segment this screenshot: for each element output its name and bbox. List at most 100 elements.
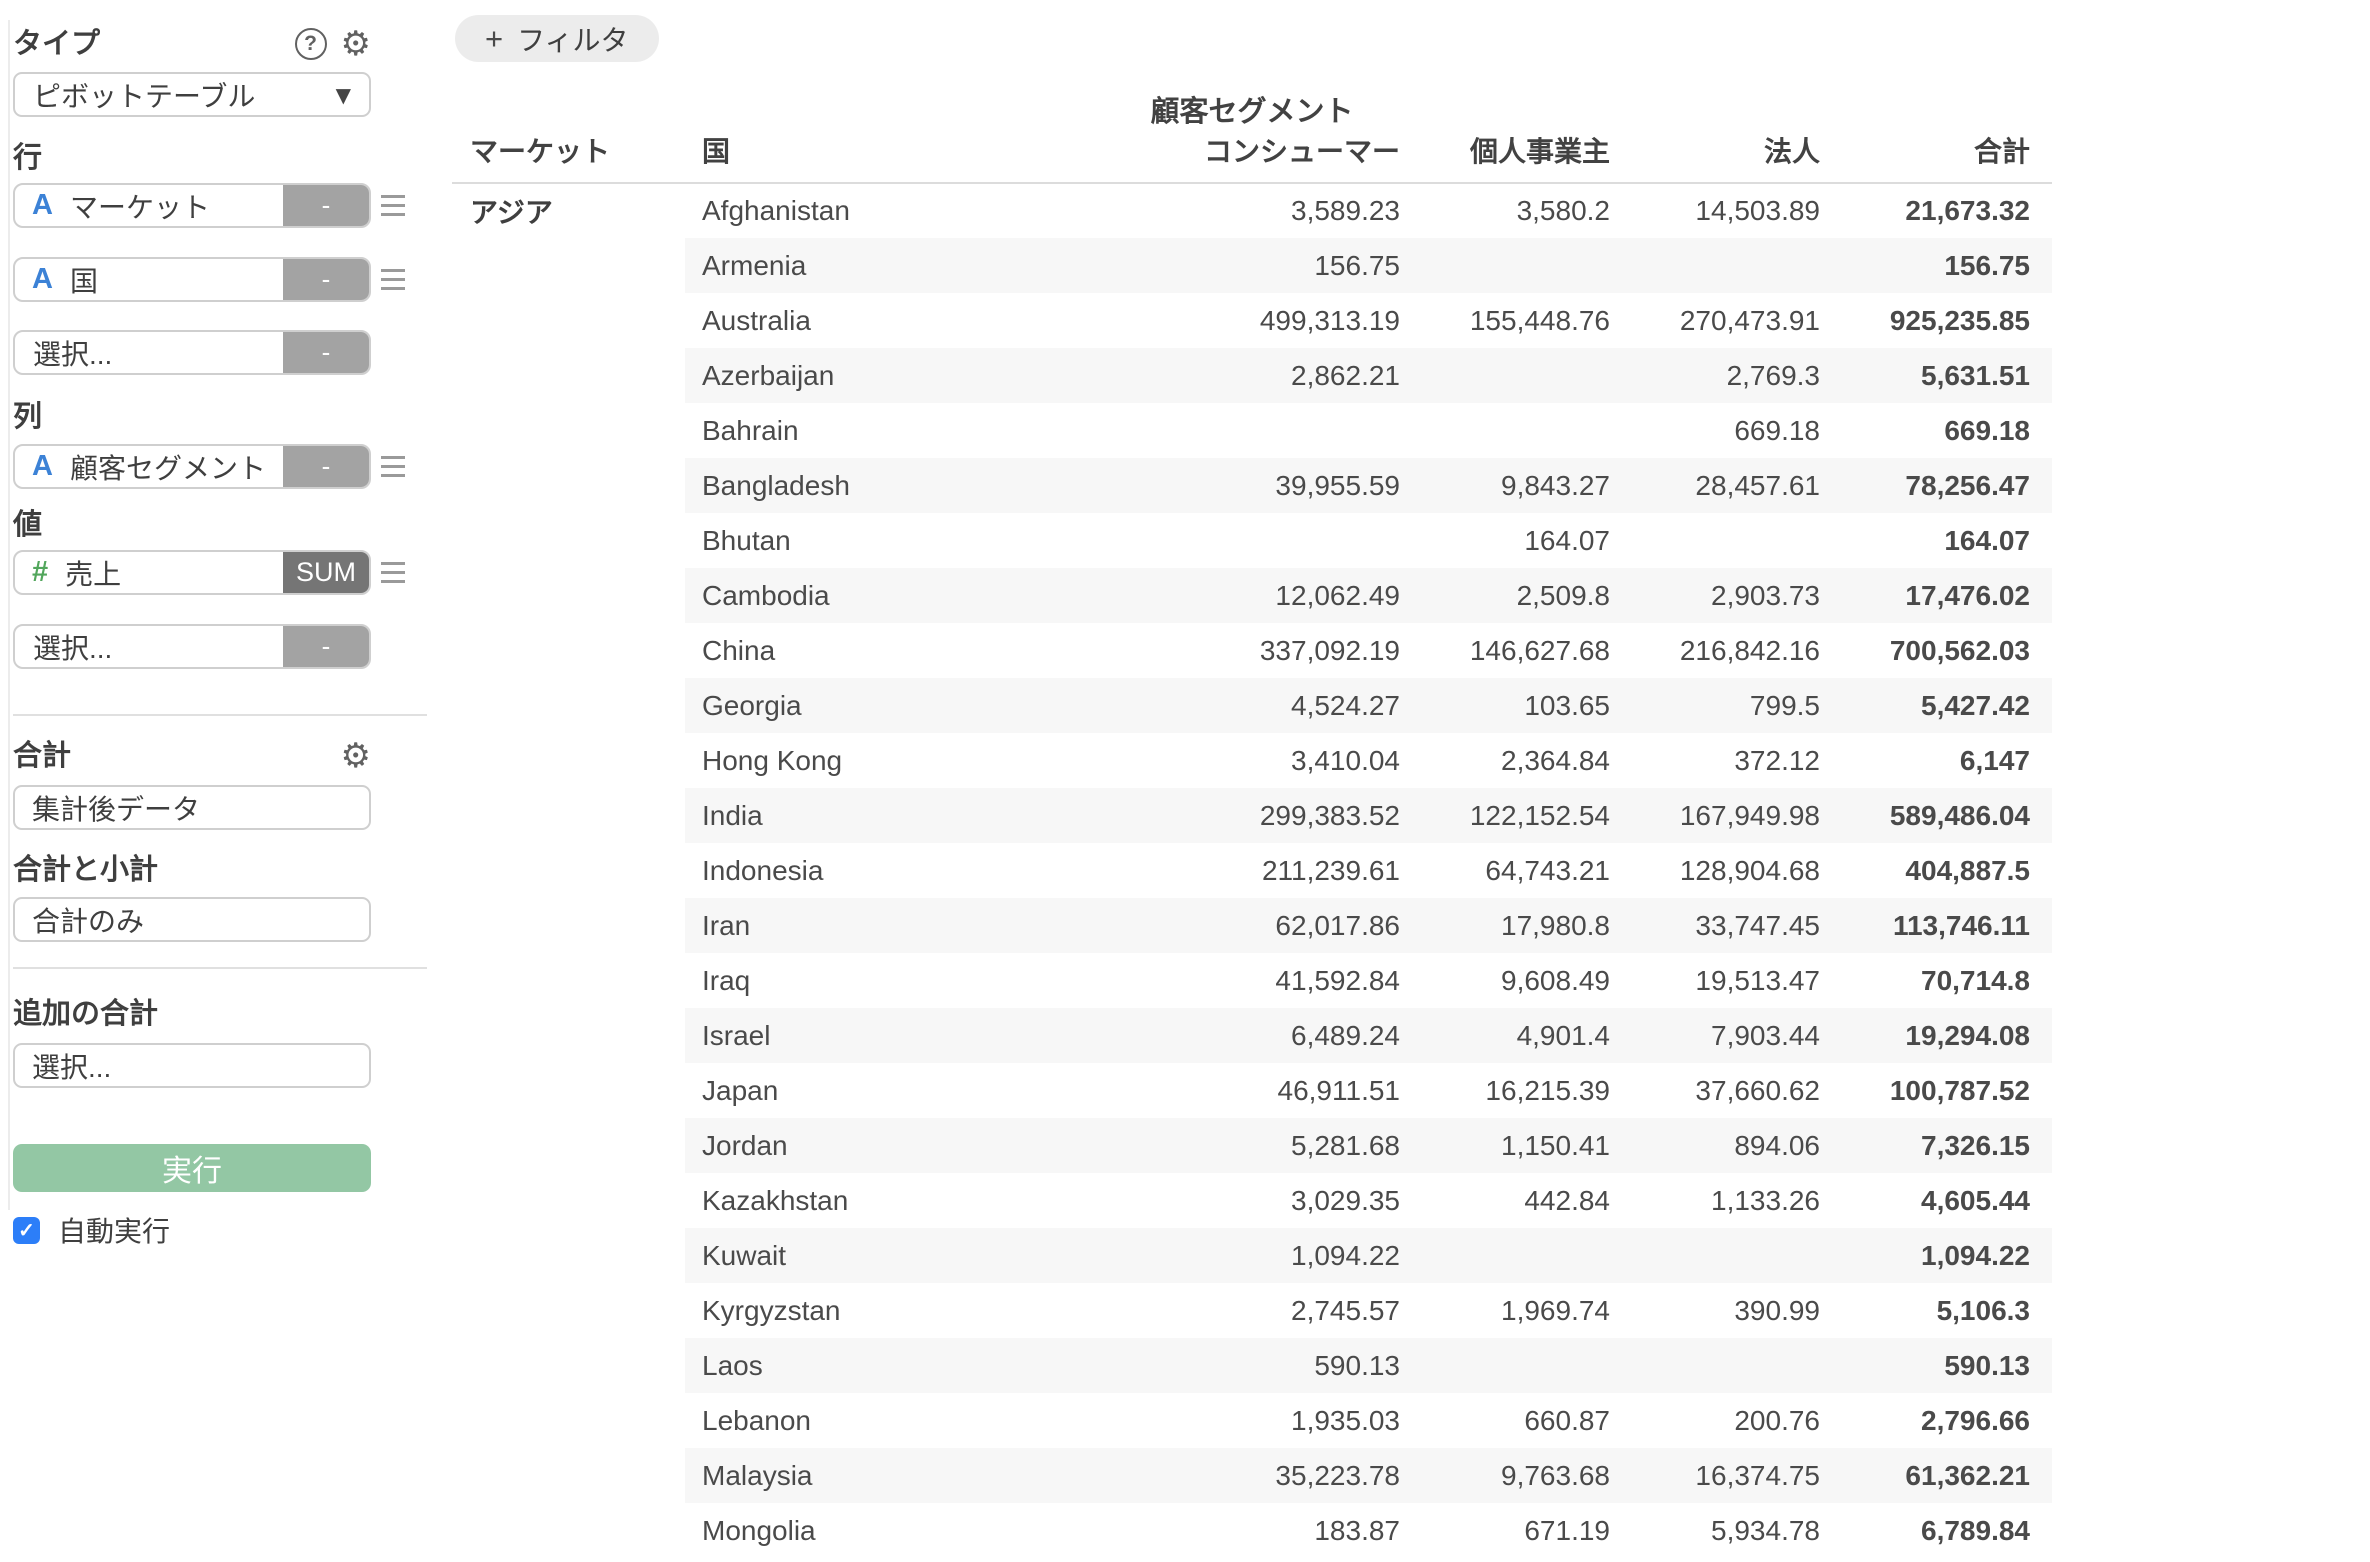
table-row: Georgia 4,524.27 103.65 799.5 5,427.42 [452,678,2052,733]
sole-proprietor-value-cell: 9,763.68 [1400,1448,1610,1503]
market-cell [452,238,685,293]
market-cell [452,1503,685,1558]
column-field-segment-action-button[interactable]: - [283,446,369,487]
country-cell: Hong Kong [702,744,843,776]
table-row: Mongolia 183.87 671.19 5,934.78 6,789.84 [452,1503,2052,1558]
text-field-icon: A [32,263,53,295]
country-cell: Israel [685,1008,1000,1063]
total-value-cell: 156.75 [1820,238,2052,293]
header-market: マーケット [452,128,685,184]
totals-mode-select[interactable]: 集計後データ [13,785,371,830]
corporate-value-cell: 28,457.61 [1610,458,1820,513]
country-cell: Jordan [685,1118,1000,1173]
consumer-value-cell [1000,513,1400,568]
corporate-value-cell: 37,660.62 [1695,1074,1820,1106]
corporate-value-cell: 200.76 [1734,1404,1820,1436]
table-row: Kazakhstan 3,029.35 442.84 1,133.26 4,605.44 [452,1173,2052,1228]
row-field-select-placeholder: 選択... [33,338,113,370]
value-field-select-action-button[interactable]: - [283,626,369,667]
gear-icon[interactable]: ⚙ [340,24,371,64]
market-cell [452,1283,685,1338]
auto-run-label: 自動実行 [58,1216,171,1247]
total-value-cell: 700,562.03 [1889,634,2030,666]
value-field-sales[interactable]: # 売上 SUM [13,550,371,595]
table-row: Azerbaijan 2,862.21 2,769.3 5,631.51 [452,348,2052,403]
table-row: Israel 6,489.24 4,901.4 7,903.44 19,294.08 [452,1008,2052,1063]
table-row: India 299,383.52 122,152.54 167,949.98 589,4… [452,788,2052,843]
country-cell: Japan [702,1074,779,1106]
table-row: Malaysia 35,223.78 9,763.68 16,374.75 61,362… [452,1448,2052,1503]
market-cell [452,458,685,513]
drag-handle-icon[interactable] [381,562,405,583]
subtotals-section-label: 合計と小計 [13,854,159,886]
market-cell [452,403,685,458]
row-field-select[interactable]: 選択... - [13,330,371,375]
market-cell [452,1393,685,1448]
row-field-select-action-button[interactable]: - [283,332,369,373]
consumer-value-cell: 46,911.51 [1277,1074,1401,1106]
country-cell: Georgia [685,678,1000,733]
totals-mode-value: 集計後データ [32,793,201,825]
auto-run-checkbox[interactable]: ✓ [13,1216,40,1244]
run-button[interactable]: 実行 [13,1144,371,1192]
corporate-value-cell: 799.5 [1610,678,1820,733]
row-field-country[interactable]: A 国 - [13,257,371,302]
table-row: Armenia 156.75 156.75 [452,238,2052,293]
section-divider [13,714,427,716]
total-value-cell: 17,476.02 [1820,568,2052,623]
consumer-value-cell: 211,239.61 [1261,854,1400,886]
subtotals-mode-value: 合計のみ [32,905,145,937]
value-field-select-placeholder: 選択... [33,632,113,664]
sole-proprietor-value-cell: 122,152.54 [1400,788,1610,843]
market-cell [452,1063,685,1118]
chart-type-dropdown[interactable]: ピボットテーブル ▼ [13,72,371,117]
type-section-label: タイプ [13,28,101,60]
value-field-sales-label: 売上 [65,558,122,590]
row-field-country-action-button[interactable]: - [283,259,369,300]
country-cell: Mongolia [702,1514,816,1546]
sole-proprietor-value-cell [1400,238,1610,293]
table-row: China 337,092.19 146,627.68 216,842.16 700,5… [452,623,2052,678]
row-field-market[interactable]: A マーケット - [13,183,371,228]
sole-proprietor-value-cell: 1,150.41 [1400,1118,1610,1173]
table-row: Lebanon 1,935.03 660.87 200.76 2,796.66 [452,1393,2052,1448]
total-value-cell: 590.13 [1820,1338,2052,1393]
column-field-segment[interactable]: A 顧客セグメント - [13,444,371,489]
table-row: Australia 499,313.19 155,448.76 270,473.91 9… [452,293,2052,348]
sole-proprietor-value-cell: 103.65 [1400,678,1610,733]
corporate-value-cell: 894.06 [1610,1118,1820,1173]
drag-handle-icon[interactable] [381,269,405,290]
sole-proprietor-value-cell: 17,980.8 [1400,898,1610,953]
sole-proprietor-value-cell [1400,348,1610,403]
consumer-value-cell: 6,489.24 [1000,1008,1400,1063]
table-row: Cambodia 12,062.49 2,509.8 2,903.73 17,476.0… [452,568,2052,623]
sole-proprietor-value-cell [1400,1228,1610,1283]
additional-totals-label: 追加の合計 [13,998,159,1030]
corporate-value-cell: 7,903.44 [1610,1008,1820,1063]
consumer-value-cell: 1,935.03 [1291,1404,1400,1436]
total-value-cell: 100,787.52 [1889,1074,2030,1106]
add-filter-label: フィルタ [517,24,629,56]
country-cell: Kyrgyzstan [702,1294,841,1326]
consumer-value-cell: 590.13 [1000,1338,1400,1393]
value-field-select[interactable]: 選択... - [13,624,371,669]
add-filter-button[interactable]: + フィルタ [455,15,659,62]
totals-gear-icon[interactable]: ⚙ [340,736,371,776]
corporate-value-cell: 669.18 [1734,414,1820,446]
total-value-cell: 78,256.47 [1820,458,2052,513]
sole-proprietor-value-cell: 660.87 [1524,1404,1610,1436]
drag-handle-icon[interactable] [381,195,405,216]
total-value-cell: 669.18 [1944,414,2030,446]
help-icon[interactable]: ? [294,28,327,60]
corporate-value-cell: 19,513.47 [1695,964,1820,996]
drag-handle-icon[interactable] [381,456,405,477]
sole-proprietor-value-cell: 146,627.68 [1469,634,1610,666]
table-row: Hong Kong 3,410.04 2,364.84 372.12 6,147 [452,733,2052,788]
subtotals-mode-select[interactable]: 合計のみ [13,897,371,942]
country-cell: Bahrain [702,414,799,446]
market-cell [452,513,685,568]
additional-totals-select[interactable]: 選択... [13,1043,371,1088]
value-field-sum-button[interactable]: SUM [283,552,369,593]
market-cell [452,843,685,898]
row-field-market-action-button[interactable]: - [283,185,369,226]
